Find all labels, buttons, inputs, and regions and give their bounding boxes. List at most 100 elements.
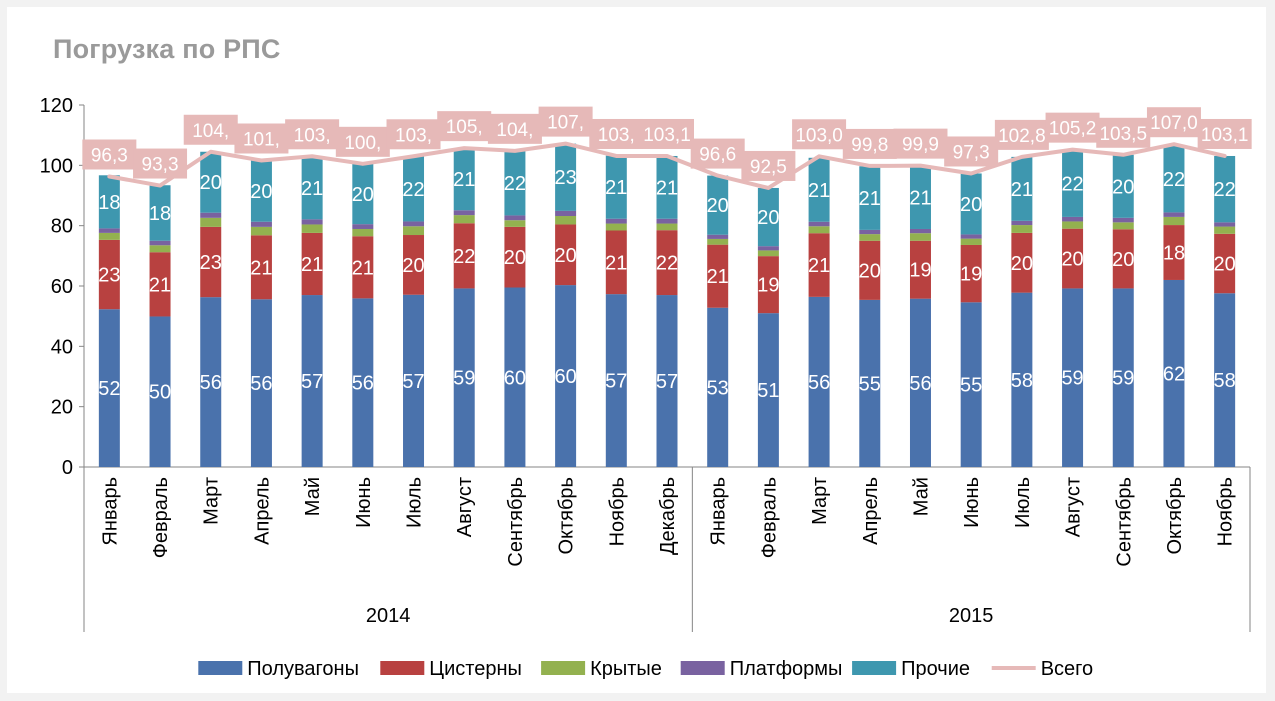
total-label-box	[335, 126, 390, 157]
total-label-box	[1096, 117, 1151, 148]
bar-segment	[1163, 216, 1185, 226]
total-data-label: 107,	[547, 113, 584, 134]
bar-segment	[98, 239, 120, 310]
bar-data-label: 18	[1163, 243, 1185, 265]
total-line	[107, 141, 1227, 190]
bar-data-label: 20	[1214, 254, 1236, 276]
total-data-label: 92,5	[750, 157, 787, 178]
bar-segment	[1214, 293, 1236, 467]
x-tick-label: Июль	[404, 477, 426, 528]
bar-segment	[555, 285, 577, 467]
bar-data-label: 18	[98, 192, 120, 214]
total-data-label: 103,5	[1099, 124, 1147, 145]
bar-segment	[200, 297, 222, 467]
total-label-box	[538, 106, 593, 137]
bar-segment	[1062, 228, 1084, 289]
x-tick-label: Март	[201, 477, 223, 525]
bar-segment	[555, 143, 577, 211]
bar-data-label: 21	[250, 257, 272, 279]
bar-data-label: 22	[656, 253, 678, 275]
bar-segment	[656, 218, 678, 224]
group-label: 2014	[366, 605, 411, 627]
bar-segment	[1062, 216, 1084, 222]
bar-data-label: 62	[1163, 363, 1185, 385]
total-label-box	[792, 119, 847, 150]
bar-data-label: 18	[149, 203, 171, 225]
x-tick-label: Апрель	[860, 477, 882, 545]
x-tick-label: Декабрь	[657, 477, 679, 555]
bar-segment	[504, 215, 526, 221]
total-data-label: 96,6	[699, 145, 736, 166]
total-label-box	[893, 128, 948, 159]
y-tick-label: 40	[51, 336, 73, 358]
total-label-box	[82, 139, 137, 170]
bar-segment	[301, 224, 323, 233]
bar-segment	[149, 316, 171, 467]
total-data-label: 104,	[496, 120, 533, 141]
bar-data-label: 20	[1011, 253, 1033, 275]
bar-segment	[250, 299, 272, 467]
bar-data-label: 22	[453, 246, 475, 268]
bar-data-label: 21	[301, 178, 323, 200]
bar-data-label: 22	[402, 179, 424, 201]
x-tick-label: Февраль	[150, 477, 172, 558]
total-data-label: 100,	[344, 133, 381, 154]
bar-segment	[98, 232, 120, 240]
bar-segment	[605, 230, 627, 295]
bar-data-label: 21	[707, 266, 729, 288]
bar-data-label: 58	[1214, 370, 1236, 392]
y-tick-label: 20	[51, 397, 73, 419]
bar-data-label: 20	[554, 245, 576, 267]
bar-data-label: 20	[504, 247, 526, 269]
total-label-box	[690, 138, 745, 169]
bar-segment	[403, 221, 425, 227]
bar-segment	[1112, 288, 1134, 467]
legend-swatch	[680, 661, 725, 675]
bar-data-label: 57	[656, 371, 678, 393]
bar-segment	[707, 307, 729, 467]
bar-segment	[1062, 288, 1084, 467]
bar-segment	[808, 233, 830, 297]
bar-segment	[1214, 155, 1236, 223]
bar-data-label: 19	[909, 260, 931, 282]
bar-data-label: 57	[605, 371, 627, 393]
total-label-box	[589, 118, 644, 149]
x-tick-label: Ноябрь	[606, 477, 628, 546]
x-tick-label: Сентябрь	[1113, 477, 1135, 567]
bar-segment	[1011, 232, 1033, 293]
bar-data-label: 21	[909, 187, 931, 209]
bar-data-label: 59	[1061, 368, 1083, 390]
bar-data-label: 55	[859, 373, 881, 395]
bar-data-label: 58	[1011, 370, 1033, 392]
total-data-label: 103,1	[1201, 125, 1249, 146]
bar-data-label: 20	[250, 181, 272, 203]
bar-segment	[555, 210, 577, 217]
bar-data-label: 50	[149, 382, 171, 404]
total-label-box	[133, 148, 188, 179]
total-data-label: 101,	[243, 130, 280, 151]
bar-data-label: 56	[352, 373, 374, 395]
bar-segment	[453, 210, 475, 216]
bar-segment	[707, 175, 729, 235]
bar-segment	[960, 244, 982, 303]
bar-segment	[757, 187, 779, 247]
x-tick-label: Август	[1063, 477, 1085, 537]
bar-segment	[98, 175, 120, 229]
bar-segment	[1011, 156, 1033, 221]
bar-segment	[1163, 279, 1185, 467]
legend-swatch	[541, 661, 586, 675]
x-tick-label: Январь	[708, 477, 730, 546]
bar-segment	[149, 245, 171, 253]
bar-data-label: 52	[98, 378, 120, 400]
total-label-box	[487, 113, 542, 144]
bar-segment	[1214, 222, 1236, 227]
bar-segment	[453, 215, 475, 224]
bar-segment	[352, 163, 374, 225]
bar-segment	[605, 223, 627, 231]
bar-data-label: 21	[808, 180, 830, 202]
x-tick-label: Октябрь	[556, 477, 578, 555]
total-data-label: 103,	[598, 125, 635, 146]
x-tick-label: Март	[809, 477, 831, 525]
bar-segment	[403, 294, 425, 467]
bar-segment	[656, 155, 678, 219]
